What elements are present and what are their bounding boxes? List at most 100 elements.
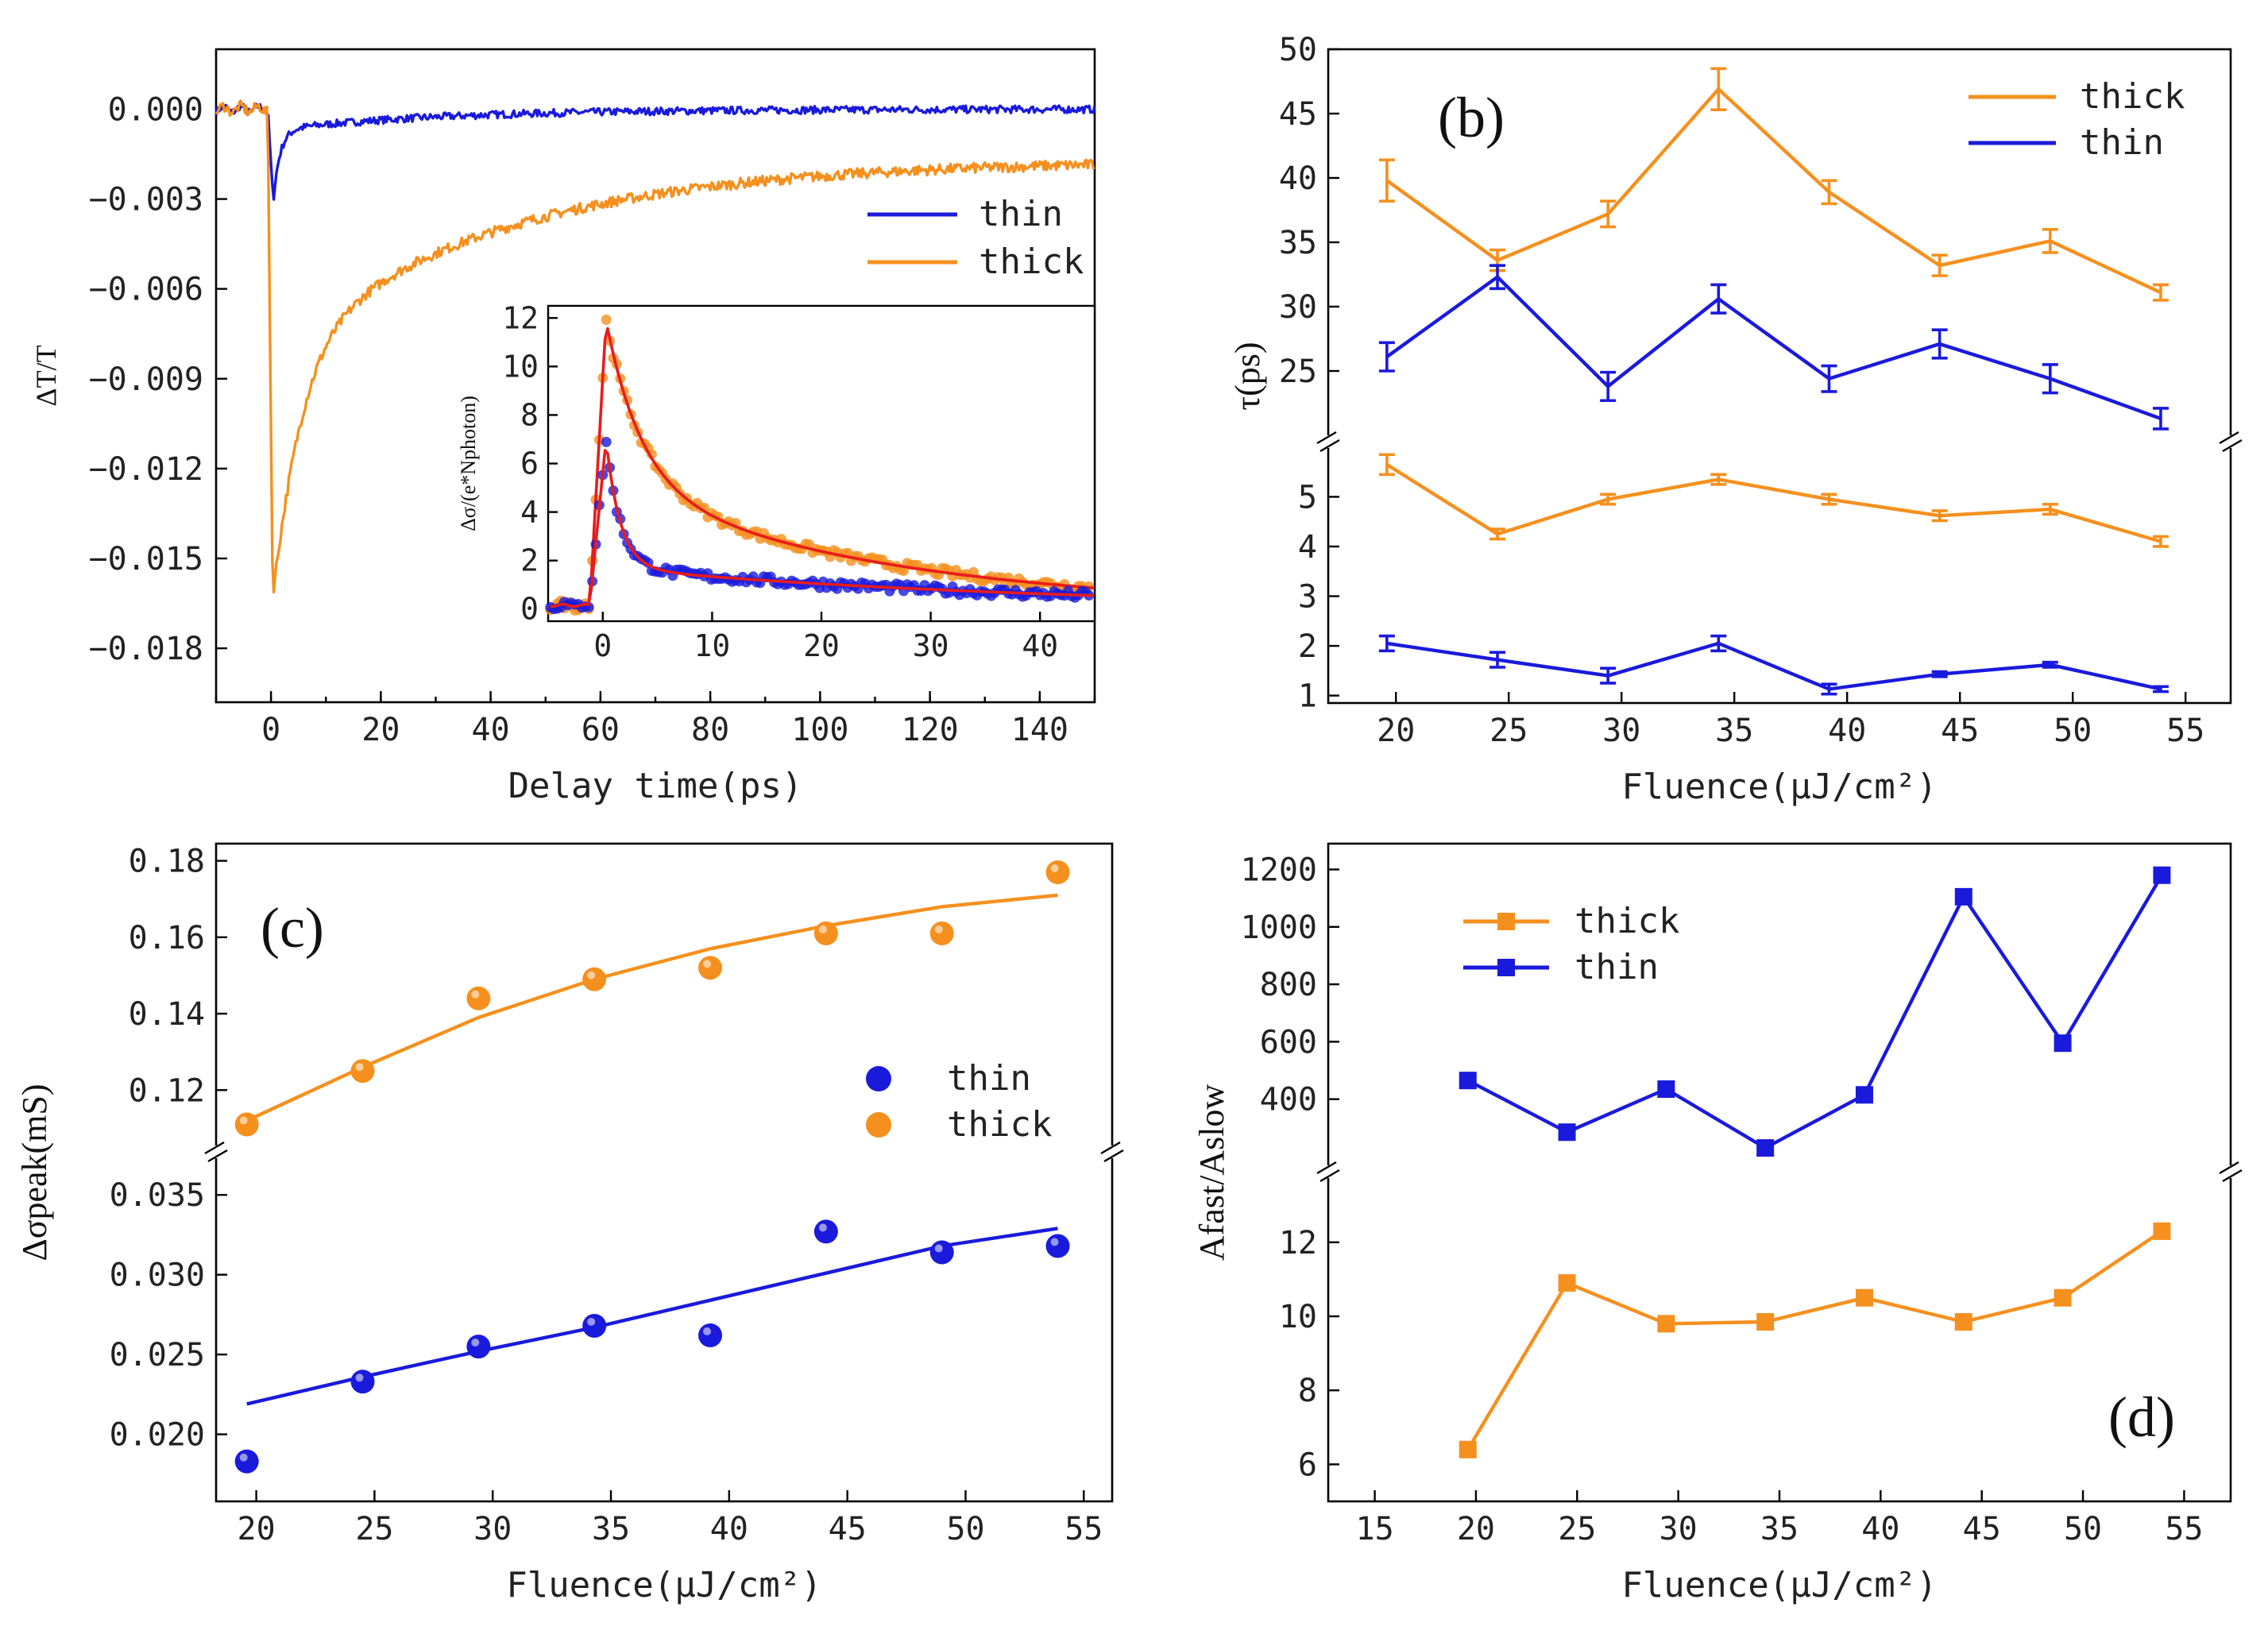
inset-fit-thick [550,326,1095,608]
y-tick-label: 0.020 [110,1417,205,1454]
panel-d: 15 20 25 30 35 40 45 50 55 400 600 800 1000 1200 6 8 10 1… [1192,842,2243,1605]
inset-y-tick-label: 6 [520,446,539,481]
marker-thin [234,1449,259,1474]
x-tick-label: 0 [261,712,280,748]
x-tick-label: 140 [1011,712,1068,748]
marker-thick [1558,1274,1576,1292]
marker-thin [1756,1139,1775,1157]
y-tick-label: 25 [1279,353,1317,390]
axis-break-mark [1316,1161,1337,1175]
y-axis-label: τ(ps) [1228,342,1267,410]
y-tick-label: −0.012 [89,451,204,488]
inset-fit-thin [550,449,1095,608]
x-tick-label: 55 [1064,1511,1103,1547]
y-tick-label: 8 [1298,1373,1317,1409]
x-tick-label: 25 [355,1511,393,1547]
x-tick-label: 35 [592,1511,630,1547]
panel-c: 20 25 30 35 40 45 50 55 0.12 0.14 0.16 0.18 0.020 0.0… [15,842,1124,1605]
inset-marker-thin [601,436,612,447]
y-tick-label: 35 [1279,225,1317,261]
y-tick-label: 50 [1279,32,1317,68]
y-tick-label: 0.035 [110,1177,205,1214]
y-tick-label: 2 [1298,628,1317,665]
inset-y-tick-label: 4 [520,495,539,530]
marker-thin [2153,866,2171,884]
x-tick-label: 25 [1489,713,1528,749]
marker-thick [1045,860,1070,885]
y-tick-label: 800 [1260,967,1317,1003]
marker-thick [813,921,838,946]
marker-highlight [934,925,943,934]
marker-highlight [934,1244,943,1253]
x-tick-label: 55 [2166,713,2204,749]
marker-highlight [239,1453,248,1462]
marker-thick [1459,1440,1477,1458]
y-tick-label: 1000 [1241,910,1317,946]
marker-thick [1756,1313,1775,1331]
x-tick-label: 60 [581,712,620,748]
y-tick-label: 1200 [1241,852,1317,889]
x-tick-label: 20 [238,1511,276,1547]
marker-thin [466,1335,491,1359]
y-tick-label: 5 [1298,479,1317,516]
marker-highlight [355,1063,364,1072]
x-tick-label: 35 [1760,1511,1799,1547]
marker-thick [1954,1313,1972,1331]
inset-marker-thick [601,315,612,325]
x-tick-label: 30 [473,1511,512,1547]
y-tick-label: 12 [1279,1225,1317,1261]
marker-thin [929,1240,954,1265]
y-axis-label: Afast/Aslow [1192,1084,1231,1261]
x-tick-label: 35 [1715,713,1753,749]
x-tick-label: 45 [829,1511,867,1547]
axis-break-mark [1319,1169,1340,1183]
legend: thin thick [866,1058,1052,1145]
marker-thin [1558,1123,1576,1142]
plot-frame [1327,48,2232,705]
x-axis-label: Fluence(μJ/cm²) [506,1565,821,1605]
x-tick-label: 40 [472,712,510,748]
axis-break-mark [1100,1141,1121,1155]
marker-thick [2153,1222,2171,1240]
fit-thin-line [246,1227,1058,1406]
axis-break-mark [2219,1161,2239,1175]
y-tick-label: 0.16 [129,920,205,956]
legend: thin thick [867,194,1084,282]
inset-frame [547,304,1096,623]
x-tick-label: 50 [946,1511,984,1547]
marker-thick [1657,1315,1675,1333]
legend-marker-thick [1497,913,1515,930]
y-tick-label: −0.003 [89,182,204,218]
x-tick-label: 30 [1602,713,1640,749]
fit-thick-line [245,893,1058,1122]
axis-break-mark [2222,438,2243,453]
marker-thin [1657,1080,1675,1099]
panel-b: 20 25 30 35 40 45 50 5525303540455012345Fluence… [1228,32,2243,807]
axis-break-mark [1319,438,1340,453]
x-tick-label: 20 [1377,713,1415,749]
y-tick-label: −0.018 [89,631,204,667]
panel-label-d: (d) [2108,1385,2175,1449]
x-tick-label: 20 [1457,1511,1495,1547]
axis-break-mark [207,1149,228,1163]
x-tick-label: 40 [1861,1511,1899,1547]
inset-x-tick-label: 40 [1022,628,1058,663]
inset-x-tick-label: 10 [694,628,731,663]
x-tick-label: 100 [791,712,848,748]
x-tick-label: 120 [902,712,959,748]
y-tick-label: −0.006 [89,272,204,308]
marker-highlight [587,971,596,979]
legend-swatch-thick [866,1112,891,1138]
legend-label-thick: thick [979,241,1084,282]
plot-frame [214,842,1114,1503]
y-tick-label: 0.000 [108,91,203,128]
marker-highlight [818,925,827,934]
y-tick-label: 4 [1298,529,1317,566]
legend-swatch-thin [866,1066,891,1091]
axis-break-mark [204,1141,225,1155]
y-tick-label: 0.025 [110,1337,205,1373]
inset-y-tick-label: 10 [502,349,539,384]
inset-x-tick-label: 30 [913,628,949,663]
series-thin-fast-line [1386,641,2162,691]
